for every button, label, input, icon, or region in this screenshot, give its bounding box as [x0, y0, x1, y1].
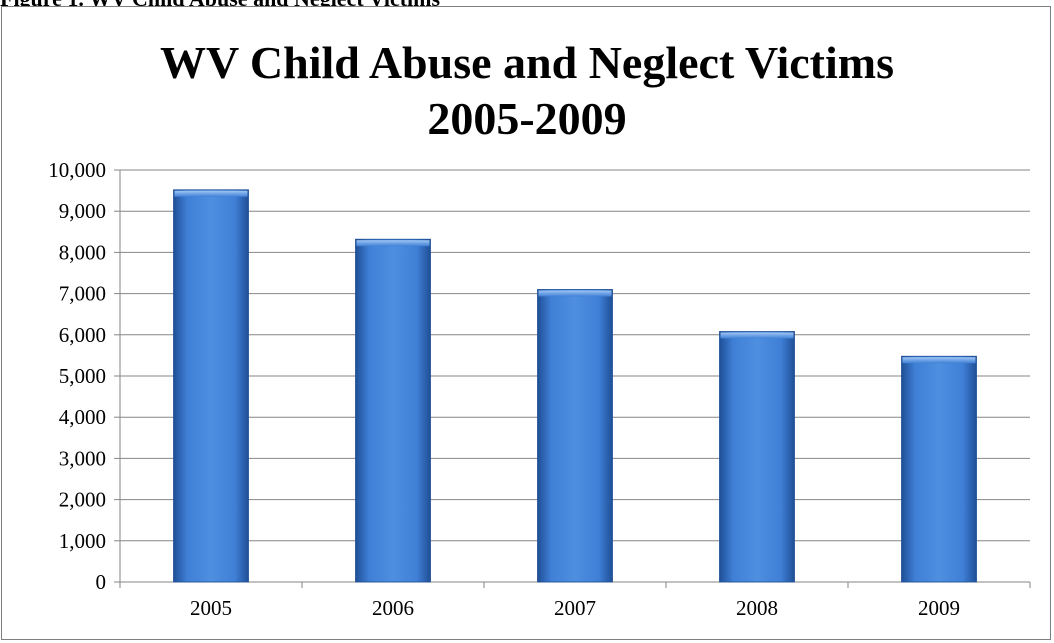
x-tick-label: 2009 [918, 596, 960, 620]
x-tick-label: 2007 [554, 596, 596, 620]
bar-highlight-2009 [902, 357, 976, 364]
bar-2005 [173, 189, 249, 583]
y-tick-label: 10,000 [48, 158, 106, 182]
bar-2009 [901, 355, 977, 583]
y-tick-label: 1,000 [59, 529, 106, 553]
x-tick-label: 2008 [736, 596, 778, 620]
bar-highlight-2008 [720, 332, 794, 339]
bars [173, 189, 977, 583]
y-tick-label: 2,000 [59, 488, 106, 512]
y-tick-label: 0 [96, 570, 107, 594]
y-tick-label: 4,000 [59, 405, 106, 429]
x-tick-label: 2006 [372, 596, 414, 620]
y-tick-label: 8,000 [59, 240, 106, 264]
y-tick-label: 7,000 [59, 282, 106, 306]
chart-title-line-2: 2005-2009 [427, 93, 627, 144]
y-tick-label: 9,000 [59, 199, 106, 223]
bar-highlight-2005 [174, 190, 248, 197]
bar-highlight-2007 [538, 290, 612, 297]
figure-caption-text: Figure 1. WV Child Abuse and Neglect Vic… [0, 0, 440, 11]
bar-2008 [719, 331, 795, 583]
tick-labels: 0 1,000 2,000 3,000 4,000 5,000 6,000 7,000 8,00… [48, 158, 960, 620]
bar-highlight-2006 [356, 240, 430, 247]
y-tick-label: 3,000 [59, 446, 106, 470]
x-tick-label: 2005 [190, 596, 232, 620]
y-tick-label: 6,000 [59, 323, 106, 347]
chart-title-line-1: WV Child Abuse and Neglect Victims [160, 37, 894, 88]
bar-2006 [355, 238, 431, 583]
bar-2007 [537, 289, 613, 583]
y-tick-label: 5,000 [59, 364, 106, 388]
figure-caption-fragment: Figure 1. WV Child Abuse and Neglect Vic… [0, 0, 1054, 22]
